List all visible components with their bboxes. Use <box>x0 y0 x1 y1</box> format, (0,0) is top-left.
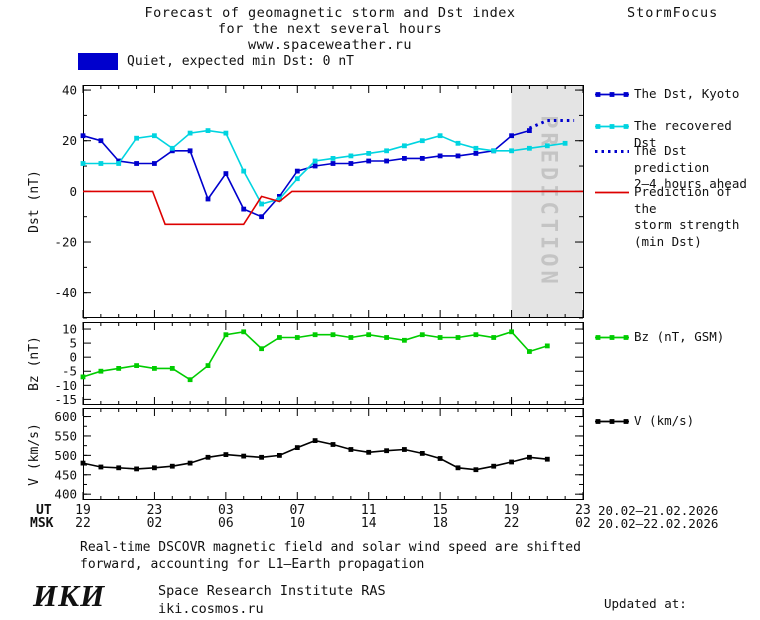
x-tick-ut: 19 <box>75 503 91 518</box>
updated-block: Updated at: UT 19:05, 21.02.2026 MSK 22:… <box>604 566 760 620</box>
v-chart: 600 550 500 450 400 <box>30 408 595 502</box>
ut-axis-label: UT <box>36 503 52 518</box>
y-tick-label: -5 <box>62 364 77 379</box>
status-color-swatch <box>78 53 118 70</box>
y-tick-label: 550 <box>54 428 77 443</box>
y-tick-label: 400 <box>54 487 77 502</box>
x-tick-ut: 03 <box>218 503 234 518</box>
legend-label-bz: Bz (nT, GSM) <box>634 329 725 344</box>
x-tick-ut: 07 <box>289 503 306 518</box>
x-tick-ut: 19 <box>503 503 520 518</box>
y-tick-label: -10 <box>54 378 77 393</box>
title-line-1: Forecast of geomagnetic storm and Dst in… <box>144 5 516 21</box>
y-tick-label: 600 <box>54 409 77 424</box>
msk-axis-label: MSK <box>30 516 54 531</box>
y-tick-label: -20 <box>54 235 77 250</box>
v-axis-label: V (km/s) <box>26 422 42 486</box>
bz-chart: 10 5 0 -5 -10 -15 <box>30 322 595 407</box>
title-line-2: for the next several hours <box>217 21 443 37</box>
x-axis: UT MSK 19 22 23 02 03 06 07 10 11 14 15 18 19 22 23 02 <box>30 503 600 531</box>
x-tick-msk: 02 <box>575 516 591 531</box>
x-tick-msk: 18 <box>432 516 448 531</box>
legend-item-prediction: The Dst prediction 2–4 hours ahead <box>595 143 760 193</box>
updated-label: Updated at: <box>604 596 687 611</box>
dst-chart: PREDICTION 40 20 0 -20 -40 <box>30 83 595 319</box>
legend-item-bz: Bz (nT, GSM) <box>595 329 724 346</box>
legend-item-recovered: The recovered Dst <box>595 118 760 151</box>
footer-note-line2: forward, accounting for L1–Earth propaga… <box>80 556 425 572</box>
legend-item-dst: The Dst, Kyoto <box>595 86 739 103</box>
institute-name: Space Research Institute RAS <box>158 583 386 599</box>
y-tick-label: 10 <box>62 322 77 337</box>
y-tick-label: 0 <box>69 350 77 365</box>
x-tick-ut: 11 <box>360 503 377 518</box>
y-tick-label: -15 <box>54 392 77 407</box>
x-tick-ut: 15 <box>432 503 448 518</box>
v-line-swatch <box>595 419 629 424</box>
y-tick-label: 0 <box>69 184 77 199</box>
institute-site: iki.cosmos.ru <box>158 601 264 617</box>
brand-label: StormFocus <box>627 5 719 21</box>
y-tick-label: 5 <box>69 336 77 351</box>
x-tick-msk: 10 <box>289 516 306 531</box>
plot-dst-svg: PREDICTION 40 20 0 -20 -40 <box>54 83 584 319</box>
y-tick-label: 20 <box>62 133 77 148</box>
legend-storm-line1: Prediction of the <box>634 184 732 216</box>
footer-note: Real-time DSCOVR magnetic field and sola… <box>80 540 581 573</box>
status-label: Quiet, expected min Dst: 0 nT <box>127 54 354 69</box>
x-tick-ut: 23 <box>575 503 591 518</box>
legend-item-storm: Prediction of the storm strength (min Ds… <box>595 184 760 250</box>
legend-storm-line2: storm strength <box>634 217 740 232</box>
prediction-band-label: PREDICTION <box>535 115 560 287</box>
legend-prediction-line1: The Dst prediction <box>634 143 710 175</box>
footer-note-line1: Real-time DSCOVR magnetic field and sola… <box>80 540 581 555</box>
legend-label-v: V (km/s) <box>634 413 695 428</box>
storm-status: Quiet, expected min Dst: 0 nT <box>78 53 354 70</box>
x-tick-ut: 23 <box>146 503 163 518</box>
recovered-line-swatch <box>595 124 629 129</box>
y-tick-label: -40 <box>54 285 77 300</box>
legend-label-dst: The Dst, Kyoto <box>634 86 740 101</box>
iki-logo: ИКИ <box>33 578 106 613</box>
x-tick-msk: 06 <box>218 516 234 531</box>
x-tick-msk: 22 <box>503 516 520 531</box>
legend-item-v: V (km/s) <box>595 413 694 430</box>
ut-date-range: 20.02–21.02.2026 <box>598 503 719 518</box>
plot-v-svg: 600 550 500 450 400 <box>54 408 584 502</box>
x-tick-msk: 02 <box>146 516 163 531</box>
bz-axis-label: Bz (nT) <box>26 336 42 391</box>
dst-axis-label: Dst (nT) <box>26 170 42 233</box>
site-url: www.spaceweather.ru <box>248 37 412 53</box>
storm-line-swatch <box>595 191 629 194</box>
institute-block: Space Research Institute RAS iki.cosmos.… <box>158 582 386 618</box>
y-tick-label: 500 <box>54 448 77 463</box>
page-title: Forecast of geomagnetic storm and Dst in… <box>80 5 580 53</box>
legend-label-recovered: The recovered Dst <box>634 118 732 150</box>
dst-line-swatch <box>595 92 629 97</box>
y-tick-label: 40 <box>62 83 77 98</box>
legend-label-storm: Prediction of the storm strength (min Ds… <box>634 184 760 250</box>
legend-prediction-line2: 2–4 hours ahead <box>634 176 747 191</box>
prediction-dotted-swatch <box>595 150 629 153</box>
bz-line-swatch <box>595 335 629 340</box>
legend-label-prediction: The Dst prediction 2–4 hours ahead <box>634 143 760 193</box>
x-tick-msk: 14 <box>360 516 377 531</box>
x-tick-msk: 22 <box>75 516 91 531</box>
y-tick-label: 450 <box>54 467 77 482</box>
msk-date-range: 20.02–22.02.2026 <box>598 516 719 531</box>
legend-storm-line3: (min Dst) <box>634 233 702 249</box>
